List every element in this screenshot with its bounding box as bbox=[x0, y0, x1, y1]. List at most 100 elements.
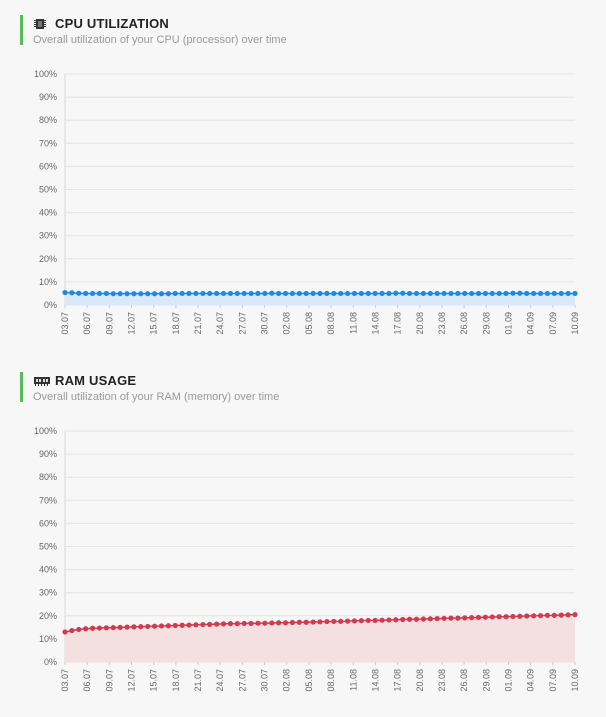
ram-data-point[interactable] bbox=[282, 620, 289, 626]
cpu-data-point[interactable] bbox=[517, 290, 523, 296]
cpu-data-point[interactable] bbox=[193, 290, 199, 297]
cpu-data-point[interactable] bbox=[207, 290, 213, 297]
ram-data-point[interactable] bbox=[83, 626, 89, 632]
ram-data-point[interactable] bbox=[365, 617, 371, 624]
ram-data-point[interactable] bbox=[262, 620, 268, 626]
cpu-data-point[interactable] bbox=[331, 290, 337, 297]
ram-data-point[interactable] bbox=[331, 618, 337, 624]
cpu-data-point[interactable] bbox=[427, 290, 433, 297]
ram-data-point[interactable] bbox=[110, 624, 116, 631]
ram-data-point[interactable] bbox=[344, 618, 351, 624]
ram-data-point[interactable] bbox=[420, 616, 426, 622]
cpu-data-point[interactable] bbox=[496, 290, 502, 297]
ram-data-point[interactable] bbox=[296, 619, 302, 625]
cpu-data-point[interactable] bbox=[565, 290, 571, 297]
cpu-data-point[interactable] bbox=[158, 291, 165, 297]
cpu-data-point[interactable] bbox=[324, 290, 330, 297]
ram-data-point[interactable] bbox=[489, 614, 495, 620]
cpu-data-point[interactable] bbox=[441, 290, 447, 297]
cpu-data-point[interactable] bbox=[110, 291, 116, 297]
cpu-data-point[interactable] bbox=[338, 290, 344, 297]
cpu-data-point[interactable] bbox=[220, 290, 227, 297]
ram-data-point[interactable] bbox=[531, 613, 537, 619]
ram-data-point[interactable] bbox=[248, 620, 254, 627]
ram-data-point[interactable] bbox=[89, 625, 96, 631]
ram-data-point[interactable] bbox=[317, 619, 323, 625]
cpu-data-point[interactable] bbox=[76, 290, 82, 296]
cpu-data-point[interactable] bbox=[531, 290, 537, 297]
ram-data-point[interactable] bbox=[448, 615, 454, 621]
ram-data-point[interactable] bbox=[186, 622, 192, 628]
ram-data-point[interactable] bbox=[338, 618, 344, 624]
ram-data-point[interactable] bbox=[179, 622, 185, 628]
cpu-data-point[interactable] bbox=[124, 291, 130, 297]
cpu-data-point[interactable] bbox=[317, 290, 323, 297]
cpu-data-point[interactable] bbox=[241, 290, 247, 297]
cpu-data-point[interactable] bbox=[482, 290, 489, 297]
cpu-data-point[interactable] bbox=[524, 290, 530, 297]
cpu-data-point[interactable] bbox=[537, 290, 544, 297]
ram-data-point[interactable] bbox=[145, 623, 151, 630]
ram-data-point[interactable] bbox=[241, 620, 247, 627]
cpu-data-point[interactable] bbox=[558, 290, 564, 297]
cpu-data-point[interactable] bbox=[69, 290, 75, 296]
ram-data-point[interactable] bbox=[413, 616, 420, 622]
cpu-data-point[interactable] bbox=[200, 290, 206, 297]
cpu-data-point[interactable] bbox=[186, 290, 192, 297]
ram-data-point[interactable] bbox=[524, 613, 530, 619]
cpu-data-point[interactable] bbox=[379, 290, 385, 297]
ram-data-point[interactable] bbox=[124, 624, 130, 630]
cpu-data-point[interactable] bbox=[289, 290, 296, 297]
cpu-data-point[interactable] bbox=[303, 290, 309, 297]
cpu-data-point[interactable] bbox=[455, 290, 461, 297]
ram-data-point[interactable] bbox=[200, 621, 206, 628]
ram-data-point[interactable] bbox=[351, 618, 358, 624]
cpu-data-point[interactable] bbox=[172, 290, 178, 297]
cpu-data-point[interactable] bbox=[262, 290, 268, 297]
cpu-data-point[interactable] bbox=[358, 290, 364, 297]
ram-data-point[interactable] bbox=[469, 615, 475, 621]
ram-data-point[interactable] bbox=[69, 627, 75, 634]
ram-data-point[interactable] bbox=[406, 616, 413, 622]
cpu-data-point[interactable] bbox=[462, 290, 468, 297]
cpu-data-point[interactable] bbox=[282, 290, 289, 297]
cpu-data-point[interactable] bbox=[434, 290, 440, 297]
cpu-data-point[interactable] bbox=[138, 291, 144, 297]
ram-data-point[interactable] bbox=[214, 621, 220, 627]
cpu-data-point[interactable] bbox=[510, 290, 516, 296]
ram-data-point[interactable] bbox=[310, 619, 316, 625]
ram-data-point[interactable] bbox=[393, 617, 399, 623]
ram-data-point[interactable] bbox=[303, 619, 309, 625]
cpu-data-point[interactable] bbox=[214, 290, 220, 297]
ram-data-point[interactable] bbox=[386, 617, 392, 623]
ram-data-point[interactable] bbox=[503, 614, 509, 620]
ram-data-point[interactable] bbox=[434, 615, 440, 622]
ram-data-point[interactable] bbox=[558, 612, 564, 618]
ram-data-point[interactable] bbox=[537, 612, 544, 619]
cpu-data-point[interactable] bbox=[103, 290, 109, 297]
ram-data-point[interactable] bbox=[400, 616, 406, 623]
ram-data-point[interactable] bbox=[103, 625, 109, 631]
cpu-data-point[interactable] bbox=[372, 290, 378, 297]
ram-data-point[interactable] bbox=[517, 613, 523, 619]
ram-data-point[interactable] bbox=[172, 622, 178, 629]
ram-data-point[interactable] bbox=[269, 620, 275, 626]
ram-data-point[interactable] bbox=[255, 620, 261, 626]
cpu-data-point[interactable] bbox=[310, 290, 316, 297]
cpu-data-point[interactable] bbox=[489, 290, 495, 297]
cpu-data-point[interactable] bbox=[89, 290, 96, 297]
cpu-data-point[interactable] bbox=[572, 290, 578, 297]
cpu-data-point[interactable] bbox=[117, 291, 123, 297]
cpu-data-point[interactable] bbox=[269, 290, 275, 296]
ram-data-point[interactable] bbox=[358, 618, 364, 624]
cpu-data-point[interactable] bbox=[344, 290, 351, 297]
cpu-data-point[interactable] bbox=[503, 290, 509, 297]
cpu-data-point[interactable] bbox=[83, 290, 89, 297]
cpu-data-point[interactable] bbox=[551, 290, 557, 297]
ram-data-point[interactable] bbox=[510, 613, 516, 620]
cpu-data-point[interactable] bbox=[469, 290, 475, 297]
cpu-data-point[interactable] bbox=[296, 290, 302, 297]
cpu-data-point[interactable] bbox=[406, 290, 413, 297]
cpu-data-point[interactable] bbox=[393, 290, 399, 296]
cpu-data-point[interactable] bbox=[351, 290, 358, 297]
